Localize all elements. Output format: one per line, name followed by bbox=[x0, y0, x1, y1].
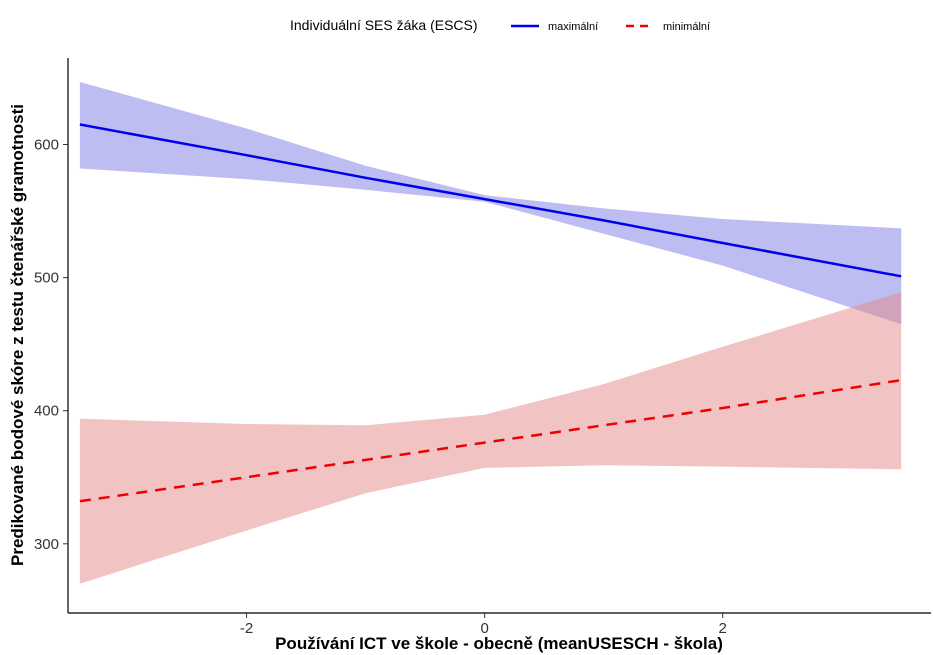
legend-label-minimalni: minimální bbox=[663, 21, 710, 33]
y-tick-label: 600 bbox=[34, 137, 59, 154]
x-tick-label: 2 bbox=[719, 620, 727, 637]
x-axis-title: Používání ICT ve škole - obecně (meanUSE… bbox=[275, 634, 723, 653]
series-line-maximalni bbox=[79, 123, 902, 278]
y-tick-label: 400 bbox=[34, 403, 59, 420]
confidence-bands bbox=[79, 82, 902, 584]
series-lines bbox=[79, 123, 902, 503]
confidence-band-minimalni bbox=[79, 292, 902, 584]
series-line-minimalni bbox=[79, 378, 902, 503]
confidence-band-maximalni bbox=[79, 82, 902, 325]
legend-label-maximalni: maximální bbox=[548, 21, 598, 33]
legend: Individuální SES žáka (ESCS) maximální m… bbox=[290, 17, 710, 33]
y-tick-label: 500 bbox=[34, 270, 59, 287]
y-tick-label: 300 bbox=[34, 536, 59, 553]
legend-title: Individuální SES žáka (ESCS) bbox=[290, 17, 478, 33]
y-axis-title: Predikované bodové skóre z testu čtenářs… bbox=[8, 104, 27, 566]
x-tick-label: -2 bbox=[240, 620, 253, 637]
y-ticks: 300 400 500 600 bbox=[34, 137, 68, 553]
x-tick-label: 0 bbox=[480, 620, 488, 637]
x-ticks: -2 0 2 bbox=[240, 613, 727, 637]
